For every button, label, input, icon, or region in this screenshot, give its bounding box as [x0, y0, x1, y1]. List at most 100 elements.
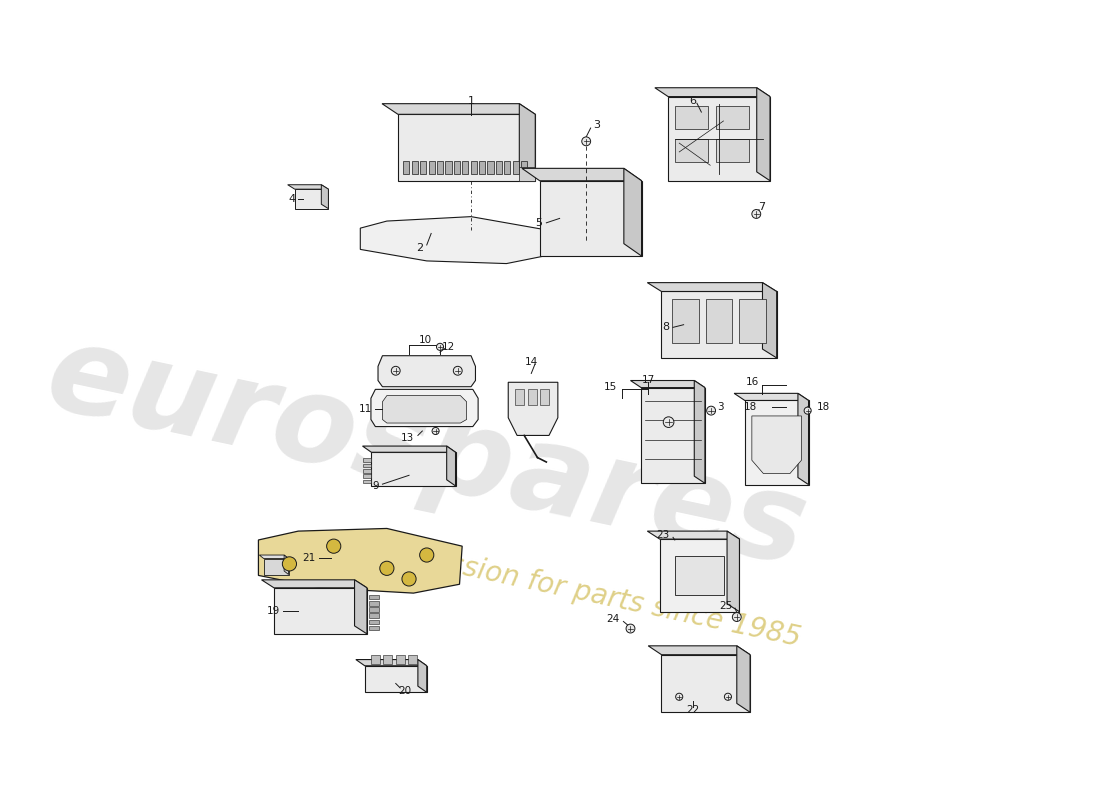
- Text: 8: 8: [662, 322, 670, 332]
- Bar: [706, 298, 733, 343]
- Polygon shape: [654, 88, 770, 97]
- Text: 24: 24: [606, 614, 620, 624]
- Polygon shape: [446, 161, 451, 174]
- Polygon shape: [496, 161, 502, 174]
- Text: 19: 19: [266, 606, 279, 616]
- Polygon shape: [398, 114, 536, 181]
- Polygon shape: [762, 282, 777, 358]
- Ellipse shape: [411, 229, 451, 249]
- Text: 4: 4: [288, 194, 296, 204]
- Circle shape: [453, 366, 462, 375]
- Bar: [363, 480, 372, 483]
- Bar: [383, 655, 393, 664]
- Polygon shape: [260, 555, 288, 558]
- Polygon shape: [372, 452, 455, 486]
- Bar: [363, 469, 372, 473]
- Text: 3: 3: [593, 120, 601, 130]
- Polygon shape: [262, 580, 367, 588]
- Polygon shape: [454, 161, 460, 174]
- Circle shape: [525, 235, 532, 242]
- Circle shape: [392, 366, 400, 375]
- Text: 6: 6: [689, 95, 696, 106]
- Polygon shape: [641, 387, 705, 483]
- Polygon shape: [356, 659, 427, 666]
- Text: 1: 1: [468, 95, 474, 106]
- Text: 23: 23: [657, 530, 670, 540]
- Polygon shape: [411, 161, 418, 174]
- Polygon shape: [727, 531, 739, 612]
- Polygon shape: [354, 580, 367, 634]
- Polygon shape: [647, 282, 777, 291]
- Polygon shape: [647, 531, 739, 539]
- Polygon shape: [471, 161, 476, 174]
- Circle shape: [733, 613, 741, 622]
- Polygon shape: [624, 168, 641, 256]
- Circle shape: [752, 210, 761, 218]
- Bar: [739, 298, 766, 343]
- Bar: [674, 138, 708, 162]
- Polygon shape: [519, 104, 536, 181]
- Polygon shape: [737, 646, 750, 712]
- Text: 17: 17: [641, 374, 654, 385]
- Circle shape: [420, 548, 433, 562]
- Circle shape: [706, 406, 715, 415]
- Polygon shape: [363, 446, 455, 452]
- Polygon shape: [429, 161, 434, 174]
- Polygon shape: [522, 168, 641, 181]
- Polygon shape: [660, 539, 739, 612]
- Polygon shape: [321, 185, 329, 209]
- Bar: [674, 106, 708, 129]
- Polygon shape: [752, 416, 802, 474]
- Bar: [368, 626, 379, 630]
- Bar: [363, 464, 372, 467]
- Polygon shape: [404, 161, 409, 174]
- Circle shape: [370, 230, 377, 238]
- Polygon shape: [757, 88, 770, 181]
- Text: 18: 18: [744, 402, 757, 412]
- Polygon shape: [540, 181, 641, 256]
- Bar: [408, 655, 417, 664]
- Circle shape: [402, 572, 416, 586]
- Polygon shape: [513, 161, 519, 174]
- Polygon shape: [745, 401, 808, 485]
- Bar: [528, 390, 537, 406]
- Polygon shape: [420, 161, 427, 174]
- Text: 5: 5: [535, 218, 542, 228]
- Bar: [715, 138, 749, 162]
- Polygon shape: [365, 666, 427, 692]
- Ellipse shape: [482, 235, 513, 251]
- Text: eurospares: eurospares: [36, 315, 817, 590]
- Circle shape: [582, 137, 591, 146]
- Circle shape: [437, 343, 443, 350]
- Bar: [368, 614, 379, 618]
- Polygon shape: [478, 161, 485, 174]
- Polygon shape: [361, 217, 547, 263]
- Polygon shape: [383, 395, 466, 423]
- Text: 3: 3: [717, 402, 724, 412]
- Polygon shape: [274, 588, 367, 634]
- Circle shape: [663, 417, 674, 427]
- Bar: [368, 601, 379, 606]
- Bar: [363, 458, 372, 462]
- Polygon shape: [798, 394, 808, 485]
- Bar: [368, 620, 379, 624]
- Polygon shape: [521, 161, 527, 174]
- Text: 12: 12: [441, 342, 454, 352]
- Text: 14: 14: [525, 357, 538, 367]
- Bar: [371, 655, 380, 664]
- Polygon shape: [284, 555, 288, 574]
- Circle shape: [379, 562, 394, 575]
- Polygon shape: [668, 97, 770, 181]
- Polygon shape: [382, 104, 536, 114]
- Text: 15: 15: [604, 382, 617, 392]
- Bar: [540, 390, 549, 406]
- Text: 25: 25: [719, 601, 733, 610]
- Polygon shape: [487, 161, 494, 174]
- Circle shape: [327, 539, 341, 554]
- Circle shape: [512, 251, 519, 258]
- Circle shape: [283, 557, 297, 571]
- Polygon shape: [648, 646, 750, 654]
- Polygon shape: [371, 390, 478, 426]
- Polygon shape: [504, 161, 510, 174]
- Polygon shape: [258, 529, 462, 593]
